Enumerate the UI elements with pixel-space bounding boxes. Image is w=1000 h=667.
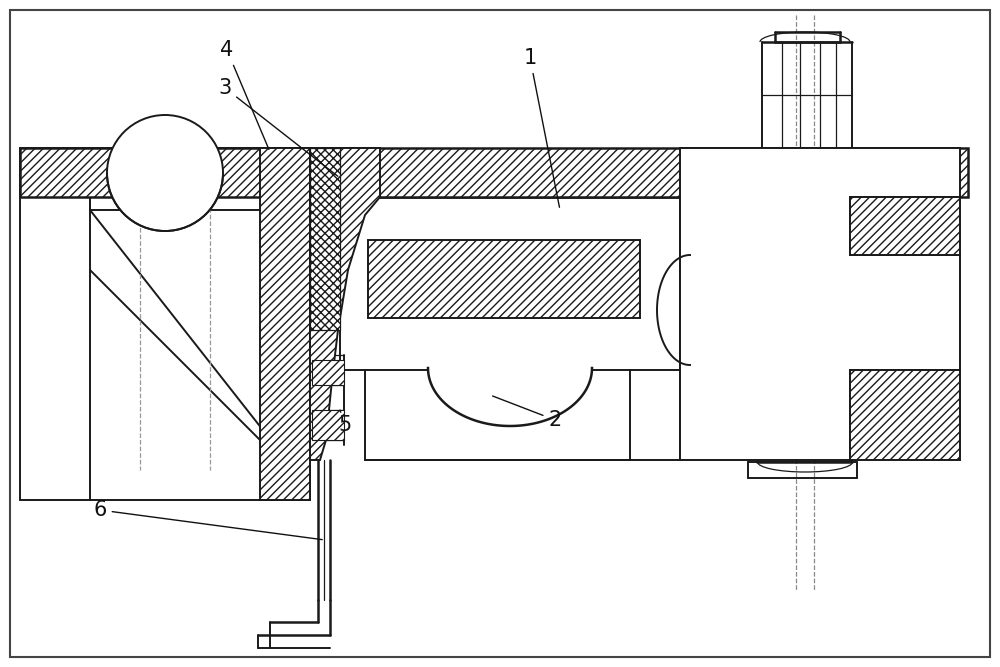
Polygon shape — [260, 148, 310, 500]
Text: 5: 5 — [338, 410, 352, 435]
Polygon shape — [680, 148, 960, 460]
Polygon shape — [850, 197, 960, 255]
Polygon shape — [368, 240, 640, 318]
Polygon shape — [20, 148, 968, 197]
Text: 2: 2 — [493, 396, 562, 430]
Text: 6: 6 — [93, 500, 322, 540]
Polygon shape — [312, 360, 344, 385]
Polygon shape — [310, 148, 380, 460]
Polygon shape — [310, 148, 340, 330]
Text: 1: 1 — [523, 48, 559, 207]
Text: 3: 3 — [218, 78, 338, 176]
Polygon shape — [312, 410, 344, 440]
Polygon shape — [850, 370, 960, 460]
Circle shape — [107, 115, 223, 231]
Text: 4: 4 — [220, 40, 269, 149]
